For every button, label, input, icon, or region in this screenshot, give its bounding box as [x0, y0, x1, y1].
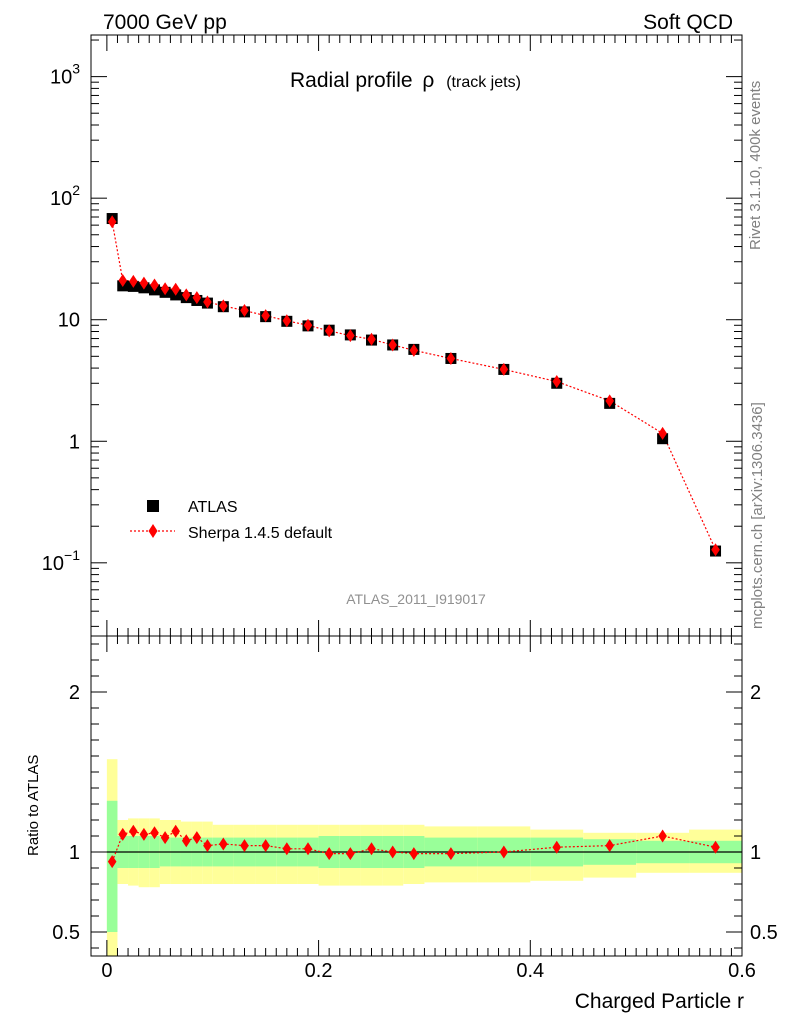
sherpa-data-point: [552, 375, 562, 389]
legend-sherpa-label: Sherpa 1.4.5 default: [188, 525, 333, 542]
sherpa-ratio-point: [107, 855, 117, 869]
sherpa-ratio-point: [552, 840, 562, 854]
x-tick-label: 0: [101, 960, 112, 982]
sherpa-data-point: [605, 394, 614, 408]
sherpa-ratio-point: [303, 842, 313, 856]
ratio-plot-panel: 2 2 1 1 0.5 0.5 0 0.2 0.4 0.6: [52, 635, 778, 982]
sherpa-data-point: [324, 324, 334, 338]
sherpa-ratio-point: [203, 839, 212, 853]
sherpa-ratio-point: [139, 827, 149, 841]
sherpa-ratio-point: [150, 826, 159, 840]
sherpa-data-point: [139, 276, 149, 290]
sherpa-data-point: [282, 314, 292, 328]
ratio-plot-frame: [90, 635, 743, 957]
sherpa-ratio-point: [605, 839, 614, 853]
header-energy-label: 7000 GeV pp: [103, 11, 227, 34]
plot-title-text: Radial profile: [290, 69, 413, 92]
sherpa-data-point: [658, 426, 667, 440]
sherpa-ratio-point: [240, 839, 249, 853]
sherpa-data-point: [367, 332, 376, 346]
sherpa-data-point: [346, 329, 355, 343]
legend: ATLAS Sherpa 1.4.5 default: [130, 499, 333, 542]
sherpa-data-point: [446, 351, 456, 365]
sherpa-ratio-point: [499, 845, 509, 859]
analysis-id-watermark: ATLAS_2011_I919017: [346, 591, 486, 607]
plot-title-rho: ρ: [422, 69, 434, 92]
sherpa-ratio-point: [367, 842, 376, 856]
sherpa-data-point: [171, 282, 180, 296]
sherpa-ratio-point: [129, 824, 138, 838]
sherpa-data-point: [219, 299, 228, 313]
legend-atlas-marker: [147, 500, 159, 512]
sherpa-ratio-point: [118, 827, 128, 841]
sherpa-ratio-point: [324, 847, 334, 861]
ratio-y-tick-label-right: 2: [750, 682, 761, 704]
ratio-y-tick-label-right: 1: [750, 842, 761, 864]
sherpa-data-point: [129, 274, 138, 288]
sherpa-data-point: [203, 295, 212, 309]
x-tick-label: 0.6: [728, 960, 756, 982]
ratio-y-axis-label: Ratio to ATLAS: [25, 755, 42, 856]
main-y-tick-label: 10: [58, 310, 80, 332]
sherpa-data-point: [107, 215, 117, 229]
ratio-y-tick-label-left: 0.5: [52, 922, 80, 944]
main-y-tick-label: 1: [69, 431, 80, 453]
sherpa-data-point: [261, 309, 270, 323]
sherpa-data-point: [192, 291, 202, 305]
sherpa-data-point: [711, 543, 720, 557]
rivet-version-label: Rivet 3.1.10, 400k events: [747, 81, 764, 250]
sherpa-ratio-point: [346, 847, 355, 861]
sherpa-ratio-point: [219, 837, 228, 851]
plot-title-suffix: (track jets): [446, 74, 521, 91]
sherpa-ratio-point: [446, 847, 456, 861]
sherpa-data-point: [409, 343, 419, 357]
x-axis-label: Charged Particle r: [575, 990, 744, 1013]
sherpa-data-point: [388, 338, 397, 352]
legend-sherpa-marker: [148, 524, 158, 538]
sherpa-ratio-point: [282, 842, 292, 856]
sherpa-data-point: [240, 304, 249, 318]
sherpa-ratio-line: [111, 830, 716, 862]
header-category-label: Soft QCD: [643, 11, 733, 34]
sherpa-ratio-point: [171, 824, 180, 838]
sherpa-ratio-point: [409, 847, 419, 861]
main-y-tick-label: 103: [50, 61, 80, 89]
sherpa-ratio-point: [388, 845, 397, 859]
sherpa-data-point: [150, 278, 159, 292]
sherpa-data-point: [499, 362, 509, 376]
sherpa-data-point: [303, 318, 313, 332]
plot-title: Radial profile ρ (track jets): [290, 69, 521, 92]
main-y-tick-label: 102: [50, 182, 80, 210]
ratio-y-tick-label-left: 2: [69, 682, 80, 704]
ratio-y-tick-label-left: 1: [69, 842, 80, 864]
sherpa-ratio-point: [658, 829, 667, 843]
sherpa-data-point: [160, 282, 170, 296]
sherpa-ratio-point: [711, 840, 720, 854]
ratio-y-tick-label-right: 0.5: [750, 922, 778, 944]
x-tick-label: 0.4: [516, 960, 544, 982]
main-y-tick-label: 10−1: [42, 547, 80, 575]
sherpa-ratio-point: [261, 839, 270, 853]
mcplots-reference-label: mcplots.cern.ch [arXiv:1306.3436]: [749, 402, 766, 629]
main-plot-frame: [90, 34, 743, 637]
sherpa-ratio-point: [181, 834, 191, 848]
sherpa-data-point: [118, 274, 128, 288]
x-tick-label: 0.2: [305, 960, 333, 982]
sherpa-ratio-point: [192, 831, 202, 845]
sherpa-data-point: [181, 288, 191, 302]
legend-atlas-label: ATLAS: [188, 499, 238, 516]
sherpa-ratio-point: [160, 831, 170, 845]
